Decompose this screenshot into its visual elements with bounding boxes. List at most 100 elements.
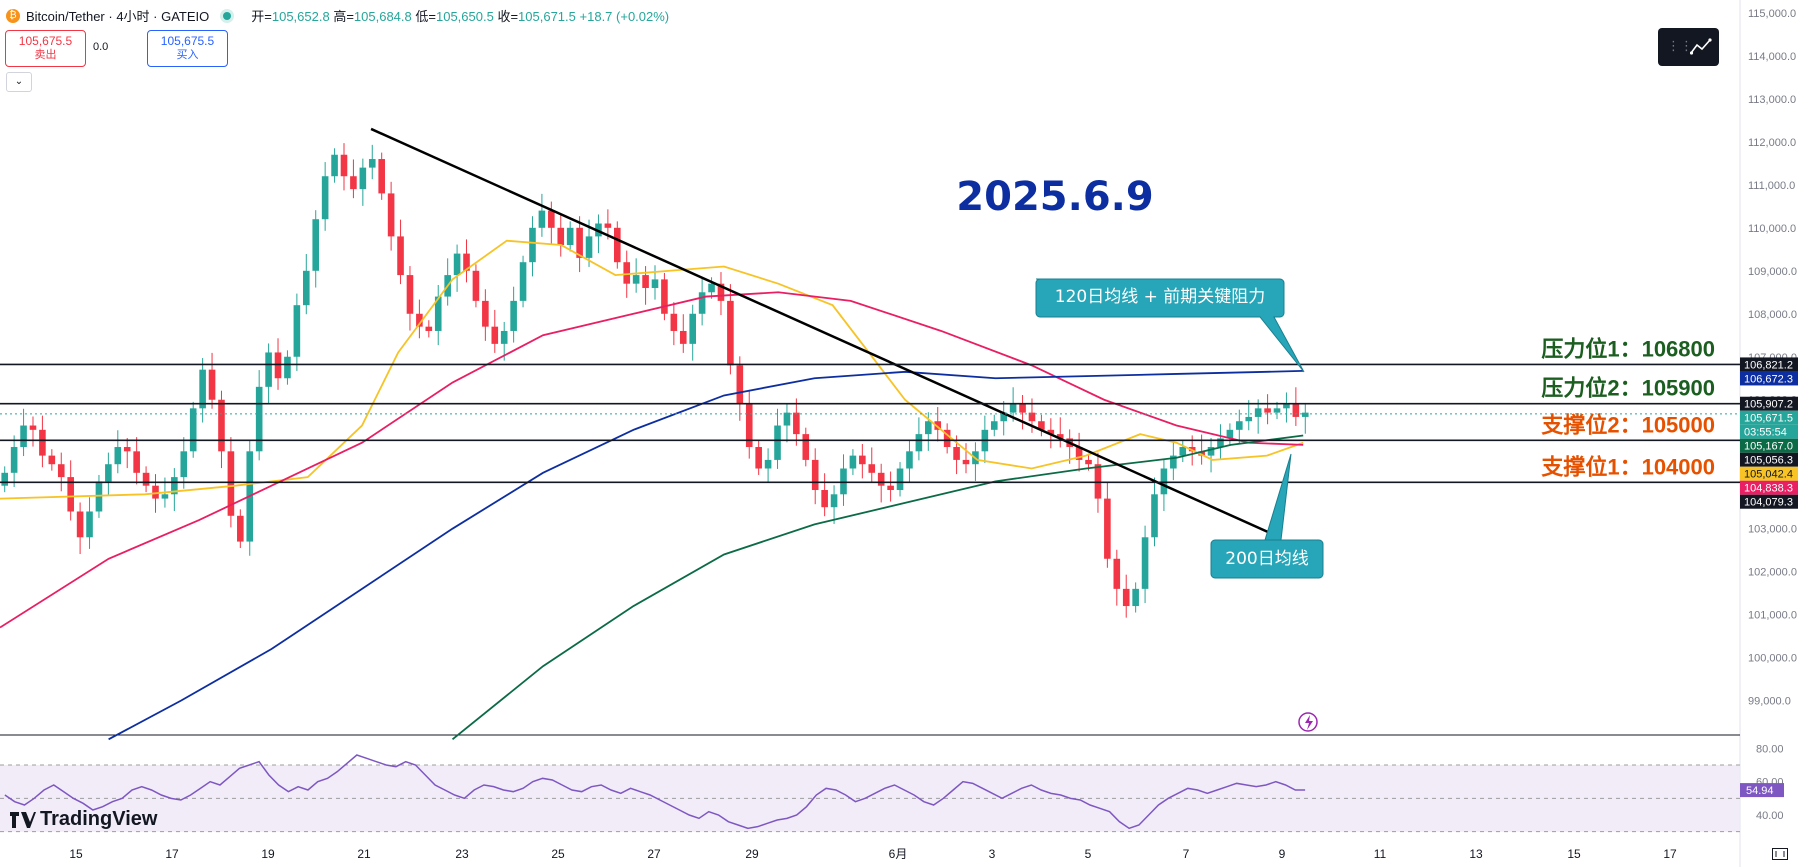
y-tick-label: 112,000.0 bbox=[1748, 137, 1796, 149]
candle-body bbox=[86, 511, 93, 538]
level-label: 压力位1：106800 bbox=[1541, 336, 1715, 361]
candle-body bbox=[670, 313, 678, 331]
candle-body bbox=[510, 300, 517, 331]
y-tick-label: 108,000.0 bbox=[1748, 309, 1797, 321]
drawing-toolbar-button[interactable]: ⋮⋮ bbox=[1658, 28, 1719, 66]
rsi-tick-label: 80.00 bbox=[1756, 743, 1784, 755]
candle-body bbox=[218, 399, 225, 452]
price-badge bbox=[1740, 466, 1798, 481]
candle-body bbox=[1047, 429, 1055, 435]
drag-grip-icon[interactable]: ⋮⋮ bbox=[1667, 38, 1693, 53]
x-tick-label: 9 bbox=[1279, 847, 1286, 861]
price-badge-text: 104,079.3 bbox=[1744, 497, 1793, 509]
candle-body bbox=[1217, 438, 1224, 448]
candle-body bbox=[434, 296, 442, 331]
candle-body bbox=[293, 305, 301, 357]
ma200-green-line bbox=[451, 434, 1304, 740]
candle-body bbox=[482, 300, 489, 327]
candle-body bbox=[745, 404, 753, 448]
symbol-title[interactable]: Bitcoin/Tether · 4小时 · GATEIO bbox=[26, 9, 210, 24]
candle-body bbox=[189, 408, 197, 452]
candle-body bbox=[953, 447, 960, 460]
candle-body bbox=[39, 429, 46, 456]
y-tick-label: 113,000.0 bbox=[1748, 94, 1796, 106]
rsi-badge bbox=[1740, 783, 1784, 798]
price-badge-text: 105,671.5 bbox=[1744, 413, 1793, 425]
ohlc-readout: 开=105,652.8 高=105,684.8 低=105,650.5 收=10… bbox=[251, 6, 669, 25]
candle-body bbox=[1009, 404, 1017, 413]
candle-body bbox=[48, 455, 56, 465]
x-tick-label: 17 bbox=[1663, 847, 1677, 861]
level-label: 支撑位1：104000 bbox=[1541, 454, 1715, 479]
candle-body bbox=[783, 412, 791, 426]
x-tick-label: 17 bbox=[165, 847, 179, 861]
candle-body bbox=[859, 455, 866, 465]
price-badge bbox=[1740, 424, 1798, 439]
candle-body bbox=[1273, 408, 1281, 413]
buy-price: 105,675.5 bbox=[160, 34, 215, 48]
candle-body bbox=[255, 386, 263, 452]
axis-settings-icon[interactable] bbox=[1772, 848, 1788, 860]
x-tick-label: 11 bbox=[1374, 847, 1387, 861]
chart-header: ₿ Bitcoin/Tether · 4小时 · GATEIO 开=105,65… bbox=[6, 6, 669, 25]
candle-body bbox=[1188, 447, 1196, 452]
candle-body bbox=[105, 464, 112, 482]
price-badge bbox=[1740, 452, 1798, 467]
collapse-chevron-icon[interactable]: ⌄ bbox=[6, 72, 32, 92]
candle-body bbox=[576, 227, 583, 258]
candle-body bbox=[416, 313, 423, 327]
candle-body bbox=[661, 279, 668, 314]
candle-body bbox=[906, 451, 913, 469]
candle-body bbox=[378, 159, 385, 194]
candle-body bbox=[774, 425, 781, 460]
market-open-icon bbox=[223, 11, 232, 20]
candle-body bbox=[171, 477, 178, 495]
candle-body bbox=[350, 176, 357, 190]
candle-body bbox=[1283, 404, 1290, 409]
candle-body bbox=[463, 253, 470, 271]
tradingview-logo[interactable]: TradingView bbox=[10, 808, 157, 831]
candle-body bbox=[811, 459, 819, 490]
candle-body bbox=[208, 369, 216, 400]
events-lightning-icon[interactable] bbox=[1298, 712, 1318, 732]
y-tick-label: 110,000.0 bbox=[1748, 223, 1796, 235]
y-tick-label: 100,000.0 bbox=[1748, 653, 1797, 665]
price-badge-text: 104,838.3 bbox=[1744, 483, 1793, 495]
candle-body bbox=[689, 313, 696, 344]
candle-body bbox=[679, 330, 687, 344]
candle-body bbox=[736, 365, 744, 405]
candle-body bbox=[566, 227, 574, 245]
x-tick-label: 27 bbox=[647, 847, 661, 861]
y-tick-label: 103,000.0 bbox=[1748, 524, 1797, 536]
candle-body bbox=[1245, 416, 1253, 422]
candle-body bbox=[425, 326, 433, 331]
chart-title: 2025.6.9 bbox=[956, 174, 1153, 220]
candle-body bbox=[717, 283, 725, 301]
open-value: 105,652.8 bbox=[271, 9, 330, 24]
candle-body bbox=[472, 270, 480, 301]
sell-button[interactable]: 105,675.5 卖出 bbox=[5, 30, 86, 67]
open-label: 开= bbox=[251, 9, 272, 24]
candle-body bbox=[161, 494, 169, 499]
candle-body bbox=[529, 227, 536, 263]
candle-body bbox=[925, 421, 932, 435]
candle-body bbox=[114, 447, 122, 465]
candle-body bbox=[877, 472, 885, 486]
candle-body bbox=[896, 468, 904, 490]
price-badge bbox=[1740, 410, 1798, 425]
ma120-blue-line bbox=[108, 369, 1304, 741]
candle-body bbox=[1264, 408, 1271, 413]
candle-body bbox=[312, 219, 320, 271]
candle-body bbox=[227, 451, 235, 516]
descending-trendline[interactable] bbox=[370, 127, 1281, 539]
price-badge-text: 106,821.2 bbox=[1744, 359, 1793, 371]
rsi-band bbox=[0, 765, 1740, 832]
candle-body bbox=[538, 210, 546, 228]
candle-body bbox=[708, 283, 715, 293]
change-value: +18.7 (+0.02%) bbox=[579, 9, 670, 24]
buy-button[interactable]: 105,675.5 买入 bbox=[147, 30, 228, 67]
candle-body bbox=[265, 352, 272, 387]
candle-body bbox=[642, 275, 649, 288]
low-label: 低= bbox=[415, 9, 436, 24]
